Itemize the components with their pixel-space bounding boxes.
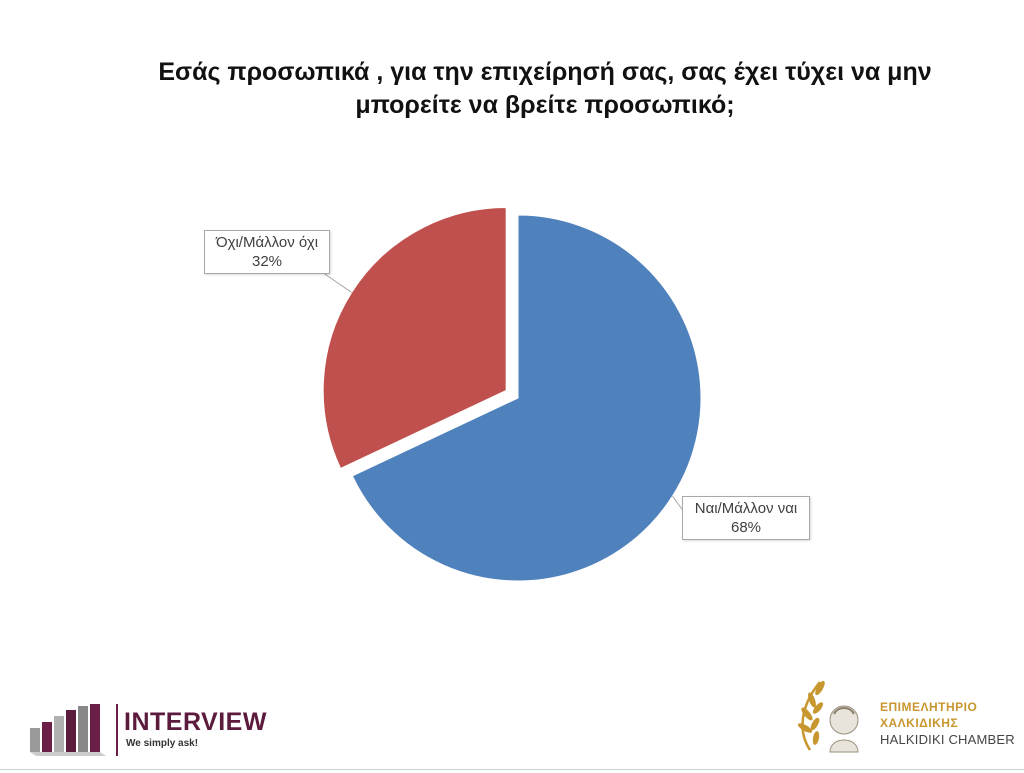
chamber-logo-line-1: ΕΠΙΜΕΛΗΤΗΡΙΟ xyxy=(880,700,978,714)
pie-slice-1 xyxy=(322,206,507,470)
chamber-logo-line-3: HALKIDIKI CHAMBER xyxy=(880,732,1015,747)
chart-title-line-2: μπορείτε να βρείτε προσωπικό; xyxy=(355,91,735,119)
interview-logo: INTERVIEW We simply ask! xyxy=(28,700,266,760)
data-label-no-value: 32% xyxy=(251,253,283,270)
data-label-no-name: Όχι/Μάλλον όχι xyxy=(215,234,319,251)
logo-divider xyxy=(116,704,118,756)
data-label-no: Όχι/Μάλλον όχι 32% xyxy=(204,230,330,274)
pie-slice-0 xyxy=(351,214,702,582)
interview-logo-tagline: We simply ask! xyxy=(126,738,199,749)
data-label-yes-name: Ναι/Μάλλον ναι xyxy=(694,500,798,517)
chamber-logo: ΕΠΙΜΕΛΗΤΗΡΙΟ ΧΑΛΚΙΔΙΚΗΣ HALKIDIKI CHAMBE… xyxy=(790,672,1020,762)
chamber-logo-line-2: ΧΑΛΚΙΔΙΚΗΣ xyxy=(880,716,959,730)
bar-graph-icon xyxy=(30,704,106,756)
chart-title-line-1: Εσάς προσωπικά , για την επιχείρησή σας,… xyxy=(158,58,932,86)
laurel-bust-icon xyxy=(797,680,859,753)
data-label-yes: Ναι/Μάλλον ναι 68% xyxy=(682,496,810,540)
interview-logo-name: INTERVIEW xyxy=(124,708,267,736)
pie-slices xyxy=(322,206,702,582)
data-label-yes-value: 68% xyxy=(730,519,762,536)
footer-divider xyxy=(0,769,1024,770)
chart-title: Εσάς προσωπικά , για την επιχείρησή σας,… xyxy=(120,56,970,122)
